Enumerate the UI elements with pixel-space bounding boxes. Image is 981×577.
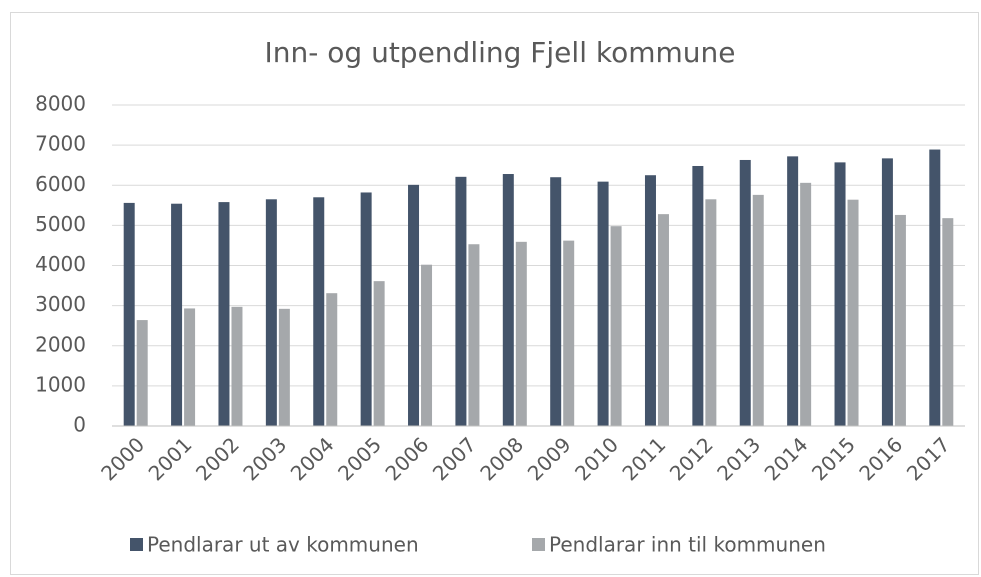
y-tick-label: 1000 — [35, 372, 86, 396]
bar — [657, 214, 669, 426]
bar — [360, 192, 372, 426]
bar — [787, 156, 799, 427]
legend-swatch — [130, 538, 143, 551]
bar — [739, 159, 751, 426]
legend-swatch — [532, 538, 545, 551]
y-tick-label: 7000 — [35, 132, 86, 156]
bar — [834, 162, 846, 426]
chart-border — [10, 12, 979, 575]
bar — [929, 149, 941, 426]
legend-label: Pendlarar inn til kommunen — [549, 533, 826, 557]
bar — [278, 308, 290, 426]
bar — [171, 203, 183, 426]
bar — [800, 182, 812, 426]
bar — [550, 177, 562, 426]
bar — [610, 226, 622, 426]
y-tick-label: 6000 — [35, 172, 86, 196]
bar — [515, 241, 527, 426]
bar — [421, 264, 433, 426]
bar — [644, 175, 656, 426]
bar — [597, 181, 609, 426]
bar — [455, 176, 467, 426]
bar — [408, 184, 420, 426]
bar — [468, 244, 480, 426]
bar — [218, 202, 230, 426]
y-tick-label: 3000 — [35, 292, 86, 316]
bar — [894, 214, 906, 426]
bar — [705, 199, 717, 426]
y-tick-label: 8000 — [35, 92, 86, 116]
y-tick-label: 0 — [73, 413, 86, 437]
bar — [881, 158, 893, 426]
bar — [313, 197, 325, 426]
bar — [752, 194, 764, 426]
bar — [692, 165, 704, 427]
bar — [326, 293, 338, 426]
bar — [502, 174, 514, 426]
bar — [265, 199, 277, 426]
y-tick-label: 5000 — [35, 212, 86, 236]
bar — [123, 202, 135, 426]
bar — [231, 306, 243, 426]
legend-label: Pendlarar ut av kommunen — [147, 533, 419, 557]
y-tick-label: 4000 — [35, 252, 86, 276]
y-tick-label: 2000 — [35, 332, 86, 356]
bar — [942, 218, 954, 426]
bar — [136, 320, 148, 426]
bar — [847, 199, 859, 426]
chart-title: Inn- og utpendling Fjell kommune — [265, 36, 736, 69]
bar — [563, 240, 575, 426]
bar — [373, 281, 385, 426]
bar — [184, 308, 196, 426]
